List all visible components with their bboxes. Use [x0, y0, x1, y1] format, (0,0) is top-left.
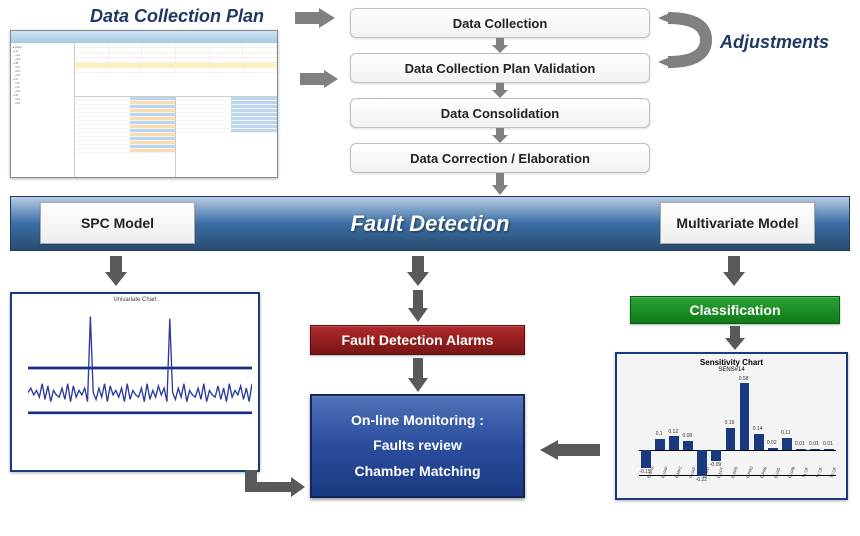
step-data-collection: Data Collection	[350, 8, 650, 38]
box-online-monitoring: On-line Monitoring : Faults review Chamb…	[310, 394, 525, 498]
arrow-fd-alarms	[408, 290, 428, 322]
step-correction: Data Correction / Elaboration	[350, 143, 650, 173]
arrow-class-chart	[725, 326, 745, 350]
arrow-s1-s2	[492, 38, 508, 53]
label-adjustments: Adjustments	[720, 32, 829, 53]
app-screenshot: ▸ Root ▸ A • a1 • a2 ▸ B • b1 • b2 • b3 …	[10, 30, 278, 178]
step-validation: Data Collection Plan Validation	[350, 53, 650, 83]
box-classification: Classification	[630, 296, 840, 324]
card-spc-model: SPC Model	[40, 202, 195, 244]
sensitivity-chart-subtitle: SENS#14	[617, 367, 846, 373]
step-consolidation: Data Consolidation	[350, 98, 650, 128]
monitor-line2: Faults review	[373, 433, 462, 458]
sensitivity-chart: Sensitivity Chart SENS#14 -0.15E GAS0.1E…	[615, 352, 848, 500]
arrow-spc-monitor	[245, 470, 305, 500]
arrow-s4-fd	[492, 173, 508, 195]
arrow-s3-s4	[492, 128, 508, 143]
card-multivariate-model: Multivariate Model	[660, 202, 815, 244]
spc-chart-area	[28, 312, 252, 536]
monitor-line1: On-line Monitoring :	[351, 408, 484, 433]
box-alarms: Fault Detection Alarms	[310, 325, 525, 355]
arrow-s2-s3	[492, 83, 508, 98]
arrow-plan-to-steps	[295, 8, 335, 28]
arrow-fd-left	[105, 256, 127, 286]
arrow-app-fd	[300, 70, 338, 88]
arrow-alarms-monitor	[408, 358, 428, 392]
sensitivity-chart-title: Sensitivity Chart	[617, 358, 846, 367]
arrow-fd-right	[723, 256, 745, 286]
spc-chart: Univariate Chart	[10, 292, 260, 472]
arrow-fd-center	[407, 256, 429, 286]
sensitivity-chart-area: -0.15E GAS0.1E UAP0.12E MFC0.08F UAP-0.2…	[639, 376, 836, 476]
label-data-collection-plan: Data Collection Plan	[90, 6, 264, 27]
spc-chart-title: Univariate Chart	[12, 297, 258, 303]
arrow-sens-monitor	[540, 440, 600, 460]
monitor-line3: Chamber Matching	[354, 459, 480, 484]
arrow-adjustments-loop	[658, 12, 716, 70]
